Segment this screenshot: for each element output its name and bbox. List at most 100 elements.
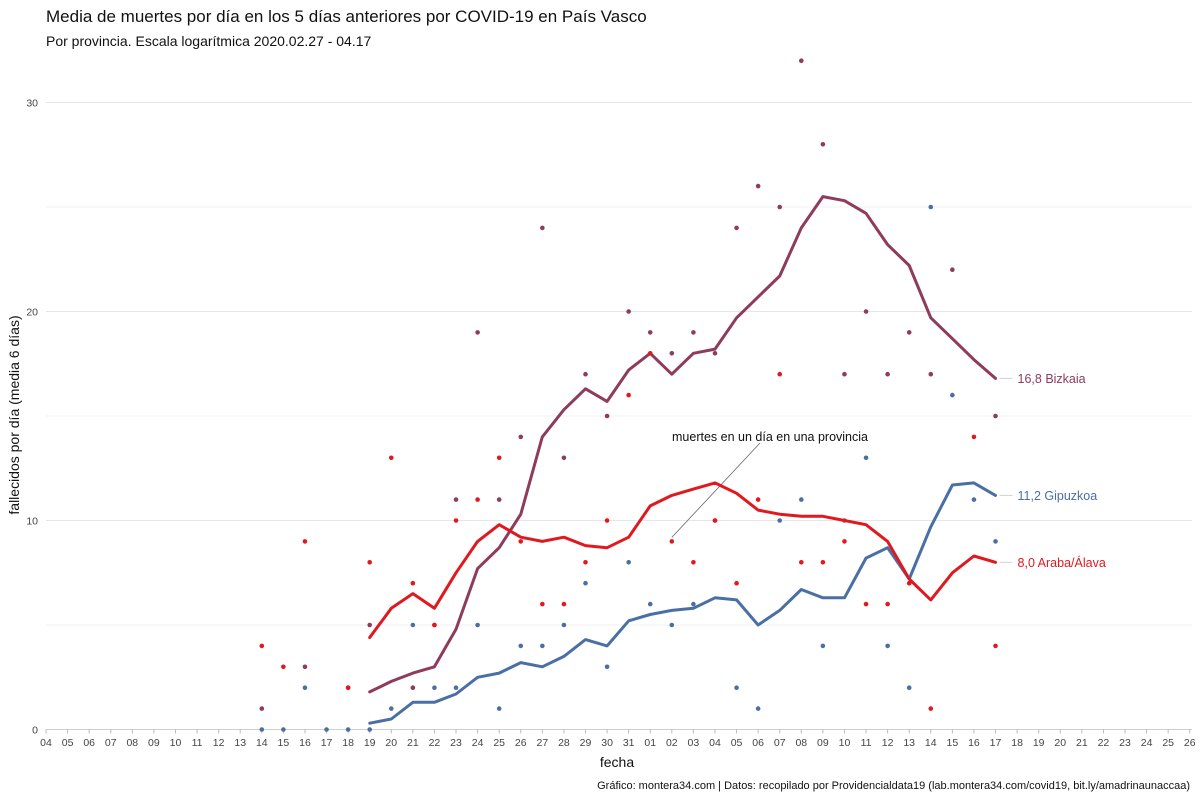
data-point [820,142,826,147]
data-point [302,685,308,690]
data-point [885,643,890,649]
data-point [799,497,804,502]
data-point [345,727,351,732]
x-tick-label: 24 [472,737,484,749]
data-point [302,539,308,544]
data-point [842,371,847,377]
data-point [647,330,653,335]
x-tick-label: 03 [688,737,700,749]
data-point [799,58,804,63]
x-tick-label: 11 [861,737,872,749]
data-point [367,622,373,628]
chart-subtitle: Por provincia. Escala logarítmica 2020.0… [46,33,372,49]
x-tick-label: 17 [990,737,1002,749]
series-end-label: 16,8 Bizkaia [1018,372,1086,386]
x-tick-label: 15 [947,737,959,749]
x-tick-label: 22 [1098,737,1110,749]
x-tick-label: 09 [817,737,829,749]
x-tick-label: 29 [580,737,592,749]
x-tick-label: 24 [1141,737,1153,749]
data-point [820,560,826,565]
x-tick-label: 19 [364,737,376,749]
series-line [368,195,997,694]
data-point [583,371,588,377]
data-point [410,622,416,628]
series-gipuzkoa: 11,2 Gipuzkoa [259,204,1097,732]
x-tick-label: 08 [795,737,807,749]
data-point [540,225,545,231]
data-point [712,351,718,356]
x-tick-label: 25 [1162,737,1174,749]
data-point [518,643,524,649]
data-point [928,204,934,210]
data-point [367,560,373,565]
data-point [993,643,998,649]
y-axis-title: fallecidos por día (media 6 días) [6,315,22,514]
x-tick-label: 21 [407,737,419,749]
x-tick-label: 04 [709,737,721,749]
data-point [583,560,588,565]
x-tick-label: 23 [1119,737,1131,749]
data-point [626,560,631,565]
x-tick-label: 23 [450,737,462,749]
series-end-label: 8,0 Araba/Álava [1018,555,1106,570]
x-tick-label: 06 [83,737,95,749]
data-point [518,434,524,440]
data-point [777,204,783,210]
data-point [453,685,459,690]
x-tick-label: 10 [170,737,182,749]
x-tick-label: 06 [752,737,764,749]
data-point [906,330,912,335]
x-tick-label: 02 [666,737,678,749]
data-point [712,518,718,523]
x-tick-label: 15 [278,737,290,749]
x-tick-label: 20 [1054,737,1066,749]
data-point [496,706,502,711]
data-point [561,455,567,461]
data-point [388,706,394,711]
data-point [259,706,265,711]
data-point [496,455,502,461]
data-point [259,643,265,649]
x-tick-label: 18 [342,737,354,749]
data-point [410,580,416,586]
data-point [604,664,610,670]
data-point [496,497,502,502]
data-point [755,183,761,189]
data-point [734,685,739,690]
chart-title: Media de muertes por día en los 5 días a… [46,7,647,26]
data-point [971,497,977,502]
data-point [863,455,869,461]
data-point [993,539,998,544]
data-point [281,727,286,732]
data-point [691,601,696,607]
data-point [432,622,437,628]
x-tick-label: 12 [213,737,225,749]
data-point [388,455,394,461]
x-tick-label: 28 [558,737,570,749]
data-point [475,497,480,502]
data-point [475,622,480,628]
x-tick-label: 10 [839,737,851,749]
series-araba-lava: 8,0 Araba/Álava [259,351,1106,711]
data-point [950,267,955,273]
x-tick-label: 26 [1184,737,1196,749]
grid [46,102,1192,730]
data-point [928,371,934,377]
series-line [368,481,997,725]
data-point [885,601,890,607]
chart-caption: Gráfico: montera34.com | Datos: recopila… [597,780,1190,792]
data-point [755,706,761,711]
data-point [669,351,675,356]
x-tick-label: 30 [601,737,613,749]
x-tick-label: 16 [299,737,311,749]
series-bizkaia: 16,8 Bizkaia [259,58,1086,711]
data-point [302,664,308,670]
x-tick-label: 07 [105,737,117,749]
annotation: muertes en un día en una provincia [671,430,868,538]
x-tick-label: 13 [234,737,246,749]
data-point [928,706,934,711]
x-tick-label: 13 [903,737,915,749]
x-tick-label: 17 [321,737,333,749]
